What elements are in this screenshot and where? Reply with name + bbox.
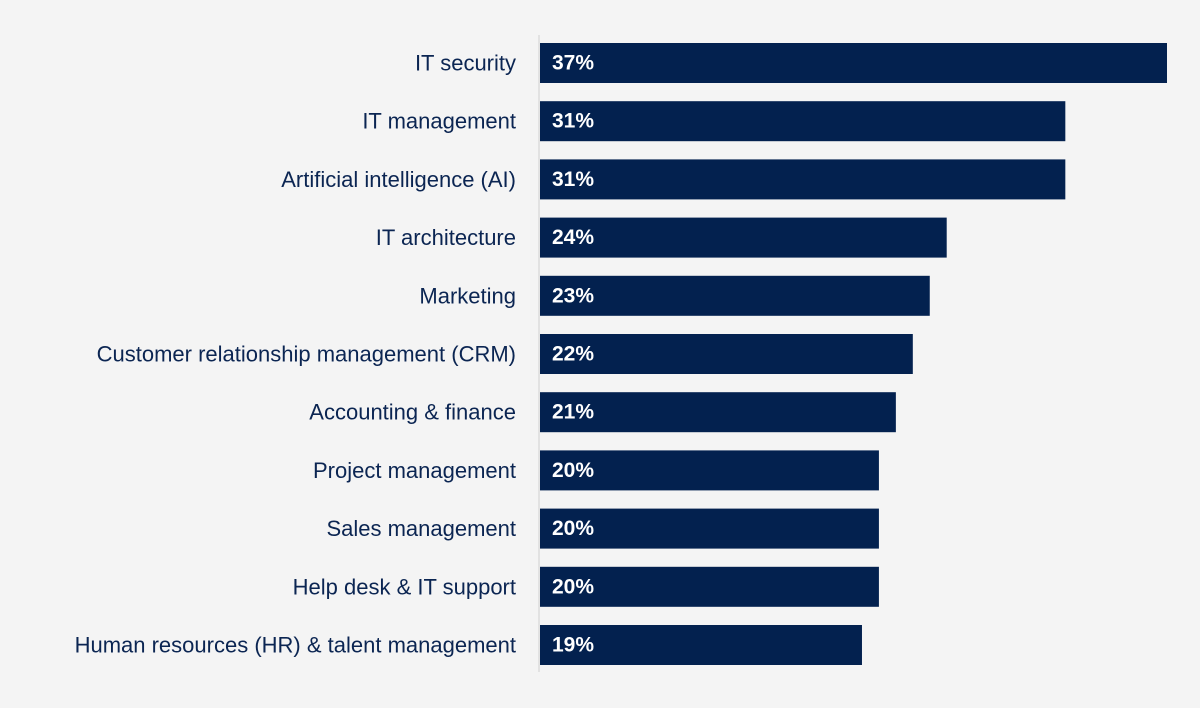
category-label-1: IT management [362, 109, 516, 134]
category-label-8: Sales management [326, 516, 516, 541]
category-label-3: IT architecture [376, 225, 516, 250]
category-label-10: Human resources (HR) & talent management [75, 633, 516, 658]
bar-0 [540, 43, 1167, 83]
value-label-4: 23% [552, 284, 594, 307]
bar-6 [540, 392, 896, 433]
bar-7 [540, 450, 879, 491]
value-label-5: 22% [552, 343, 594, 366]
category-label-7: Project management [313, 458, 516, 483]
value-label-9: 20% [552, 575, 594, 598]
value-labels: 37% 31% 31% 24% 23% 22% 21% 20% 20% 20% 19% [552, 52, 594, 657]
category-label-2: Artificial intelligence (AI) [281, 167, 516, 192]
value-label-2: 31% [552, 168, 594, 191]
value-label-10: 19% [552, 634, 594, 657]
bar-3 [540, 217, 947, 258]
value-label-6: 21% [552, 401, 594, 424]
bar-9 [540, 566, 879, 607]
value-label-3: 24% [552, 226, 594, 249]
category-label-9: Help desk & IT support [293, 574, 516, 599]
category-label-4: Marketing [419, 283, 516, 308]
category-label-0: IT security [415, 51, 516, 76]
bar-4 [540, 275, 930, 316]
category-label-6: Accounting & finance [309, 400, 516, 425]
value-label-7: 20% [552, 459, 594, 482]
value-label-0: 37% [552, 52, 594, 75]
bar-8 [540, 508, 879, 549]
bars-group [540, 43, 1167, 665]
bar-10 [540, 625, 862, 665]
bar-2 [540, 159, 1066, 200]
value-label-1: 31% [552, 110, 594, 133]
bar-5 [540, 334, 913, 374]
bar-1 [540, 101, 1066, 142]
category-labels: IT security IT management Artificial intel… [75, 51, 516, 658]
value-label-8: 20% [552, 517, 594, 540]
category-label-5: Customer relationship management (CRM) [97, 342, 516, 367]
